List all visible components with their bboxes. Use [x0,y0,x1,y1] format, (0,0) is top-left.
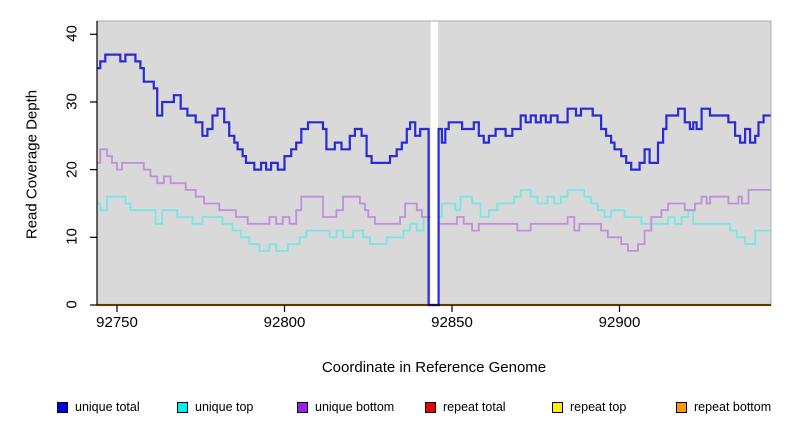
legend-label: repeat total [443,400,506,414]
legend-swatch-icon [425,402,436,413]
x-tick-label: 92900 [598,314,641,331]
legend-swatch-icon [676,402,687,413]
y-tick-label: 40 [63,25,81,43]
legend-label: repeat top [570,400,627,414]
legend-label: unique bottom [315,400,395,414]
x-tick-label: 92850 [431,314,473,331]
series-line-unique-total [96,53,771,307]
legend-swatch-icon [297,402,308,413]
legend: unique total unique top unique bottom repea… [0,399,792,419]
legend-label: unique total [75,400,140,414]
legend-label: unique top [195,400,254,414]
y-axis-title: Read Coverage Depth [23,89,41,240]
legend-swatch-icon [57,402,68,413]
series-line-unique-bottom [96,148,771,252]
y-tick-label: 10 [63,228,81,246]
y-tick-label: 0 [63,300,81,309]
y-tick-label: 20 [63,160,81,178]
masked-gap-band [430,21,438,304]
legend-label: repeat bottom [694,400,772,414]
x-tick-label: 92750 [96,314,138,331]
y-tick-label: 30 [63,93,81,110]
series-line-unique-top [96,189,771,252]
legend-swatch-icon [177,402,188,413]
x-axis-title: Coordinate in Reference Genome [321,359,547,376]
legend-swatch-icon [552,402,563,413]
x-tick-label: 92800 [263,314,306,331]
